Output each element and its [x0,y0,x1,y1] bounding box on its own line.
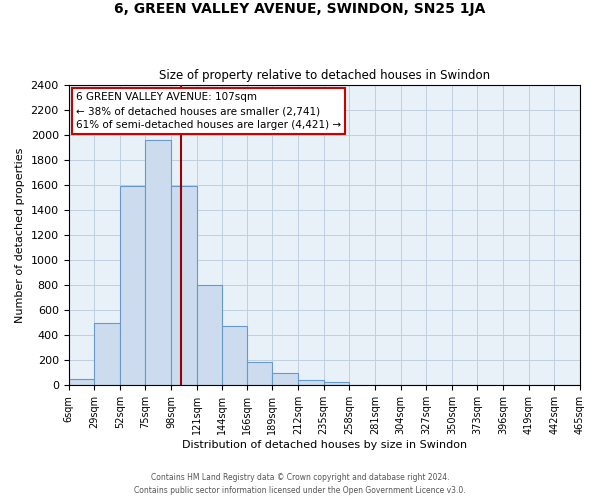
Bar [171,186,197,386]
Title: Size of property relative to detached houses in Swindon: Size of property relative to detached ho… [159,69,490,82]
Bar [94,322,120,386]
Text: 6 GREEN VALLEY AVENUE: 107sqm
← 38% of detached houses are smaller (2,741)
61% o: 6 GREEN VALLEY AVENUE: 107sqm ← 38% of d… [76,92,341,130]
Bar [247,362,272,386]
Bar [223,326,247,386]
Y-axis label: Number of detached properties: Number of detached properties [15,148,25,322]
X-axis label: Distribution of detached houses by size in Swindon: Distribution of detached houses by size … [182,440,467,450]
Bar [68,379,94,386]
Bar [298,380,324,386]
Bar [120,186,145,386]
Text: Contains HM Land Registry data © Crown copyright and database right 2024.
Contai: Contains HM Land Registry data © Crown c… [134,474,466,495]
Bar [145,140,171,386]
Bar [197,285,223,386]
Bar [349,384,375,386]
Bar [324,382,349,386]
Bar [272,374,298,386]
Text: 6, GREEN VALLEY AVENUE, SWINDON, SN25 1JA: 6, GREEN VALLEY AVENUE, SWINDON, SN25 1J… [115,2,485,16]
